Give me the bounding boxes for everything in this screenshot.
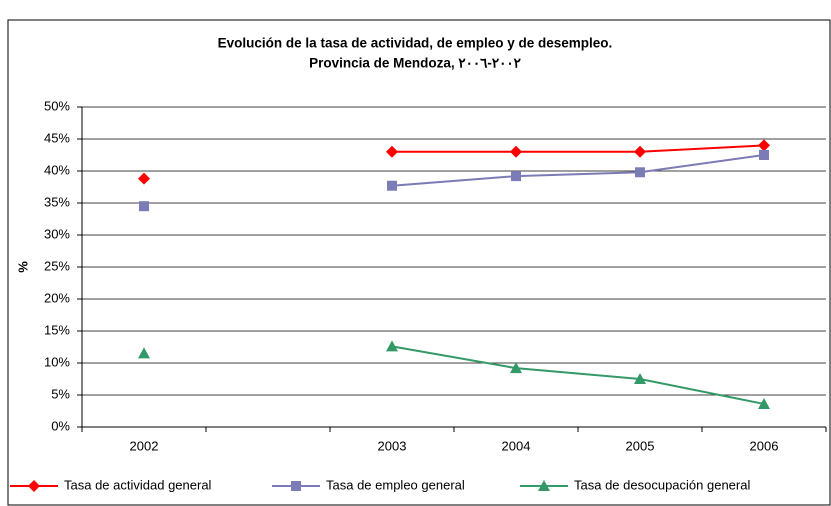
y-tick-label: 45%	[44, 130, 70, 145]
series-line	[391, 345, 765, 405]
series-line	[392, 144, 765, 153]
y-tick-label: 30%	[44, 226, 70, 241]
chart-frame	[7, 19, 831, 506]
x-tick-label: 2006	[750, 438, 779, 453]
y-tick-label: 10%	[44, 354, 70, 369]
legend-marker	[291, 481, 301, 491]
marker	[758, 397, 770, 409]
marker	[138, 172, 150, 185]
marker	[386, 145, 398, 158]
marker	[511, 171, 521, 182]
chart-subtitle: Provincia de Mendoza, ٢٠٠٢-٢٠٠٦	[309, 56, 522, 71]
marker	[634, 373, 646, 384]
y-tick-label: 35%	[44, 194, 70, 209]
y-tick-label: 40%	[44, 162, 70, 177]
x-tick-label: 2003	[378, 438, 407, 453]
y-tick-label: 15%	[44, 322, 70, 337]
y-tick-label: 50%	[44, 98, 70, 113]
legend-marker	[538, 480, 550, 491]
marker	[758, 139, 770, 152]
x-tick-label: 2005	[626, 438, 655, 453]
legend-label: Tasa de desocupación general	[574, 477, 750, 492]
marker	[510, 362, 522, 374]
y-tick-label: 5%	[51, 386, 70, 401]
marker	[386, 340, 398, 352]
y-tick-label: 0%	[51, 418, 70, 433]
y-axis-label: %	[15, 261, 30, 273]
x-tick-label: 2004	[502, 438, 531, 453]
y-tick-label: 25%	[44, 258, 70, 273]
series-line	[391, 154, 765, 187]
legend-marker	[28, 480, 40, 492]
legend-label: Tasa de actividad general	[64, 477, 212, 492]
marker	[387, 180, 397, 191]
marker	[510, 145, 522, 158]
y-tick-label: 20%	[44, 290, 70, 305]
marker	[759, 150, 769, 160]
x-tick-label: 2002	[130, 438, 159, 453]
legend-label: Tasa de empleo general	[326, 477, 465, 492]
chart-title: Evolución de la tasa de actividad, de em…	[218, 36, 613, 51]
marker	[138, 347, 150, 359]
marker	[635, 167, 645, 178]
marker	[139, 201, 149, 212]
marker	[634, 145, 646, 158]
